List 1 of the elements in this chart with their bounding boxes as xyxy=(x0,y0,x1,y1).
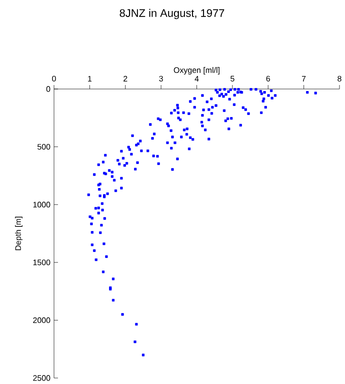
chart-title: 8JNZ in August, 1977 xyxy=(120,8,224,20)
